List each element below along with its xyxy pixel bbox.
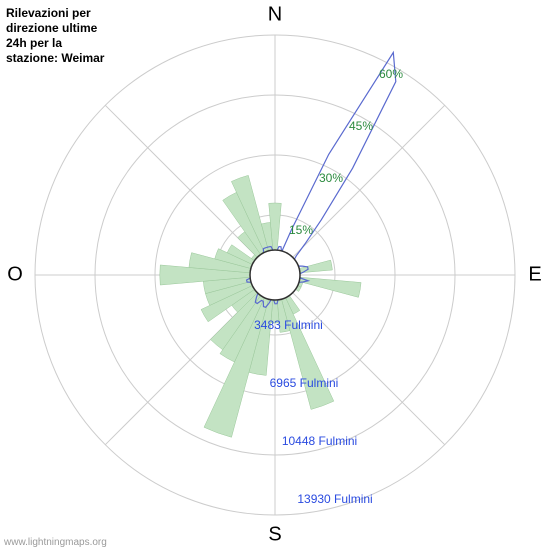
cardinal-O: O [7,264,23,287]
ring-label: 13930 Fulmini [297,492,372,506]
cardinal-S: S [268,524,281,547]
polar-chart [0,0,550,550]
ring-label: 3483 Fulmini [254,318,323,332]
pct-label: 30% [319,171,343,185]
pct-label: 15% [289,223,313,237]
chart-title: Rilevazioni per direzione ultime 24h per… [6,6,116,66]
pct-label: 60% [379,67,403,81]
attribution-text: www.lightningmaps.org [4,537,107,548]
ring-label: 10448 Fulmini [282,434,357,448]
ring-label: 6965 Fulmini [270,376,339,390]
pct-label: 45% [349,119,373,133]
cardinal-E: E [528,264,541,287]
cardinal-N: N [268,4,282,27]
